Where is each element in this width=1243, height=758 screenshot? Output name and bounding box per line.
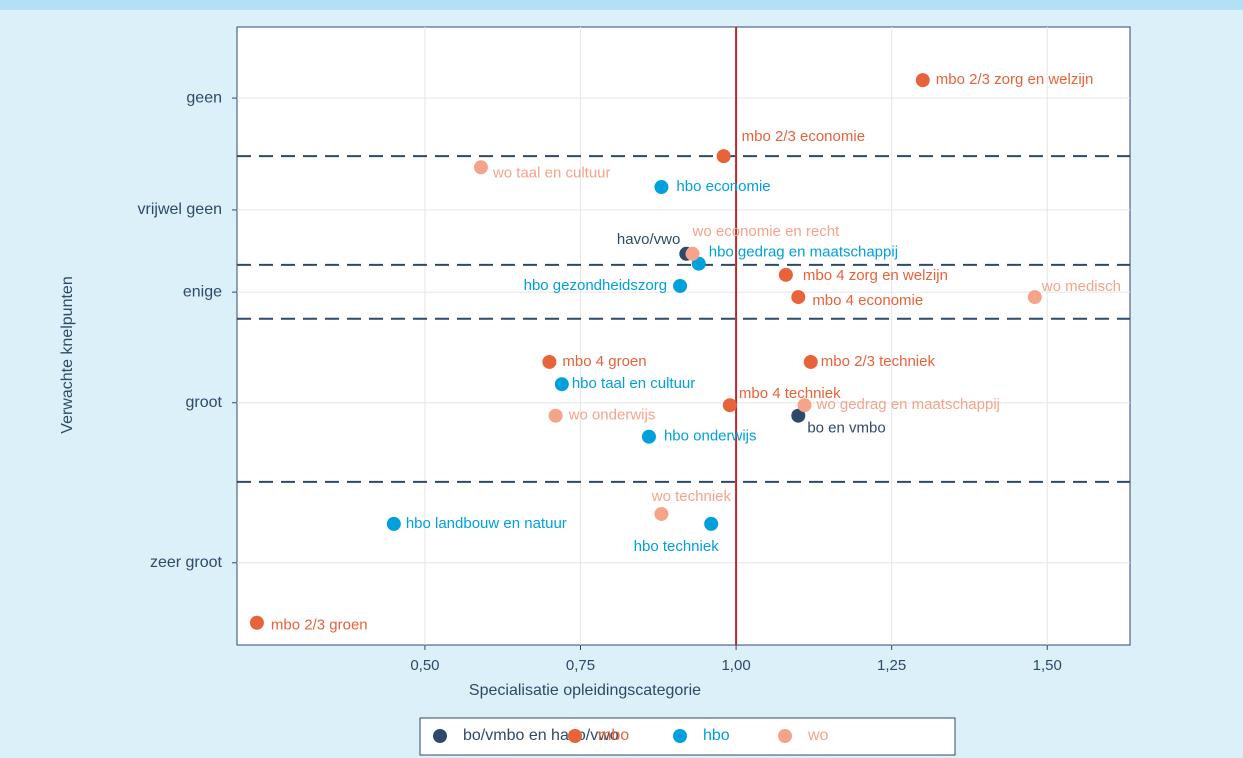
point [722, 398, 737, 413]
point [797, 398, 812, 413]
y-tick-label: vrijwel geen [138, 201, 222, 218]
y-axis-label: Verwachte knelpunten [59, 276, 76, 433]
y-tick-label: groot [186, 394, 223, 411]
point-label: hbo landbouw en natuur [406, 515, 567, 532]
point [915, 73, 930, 88]
legend-label: bo/vmbo en havo/vwo [463, 727, 619, 744]
point-label: mbo 2/3 economie [742, 128, 865, 145]
point [685, 246, 700, 261]
point-label: mbo 4 groen [562, 353, 646, 370]
y-tick-label: zeer groot [150, 554, 223, 571]
point [778, 267, 793, 282]
point-label: mbo 2/3 groen [271, 617, 368, 634]
point [716, 149, 731, 164]
x-axis-label: Specialisatie opleidingscategorie [469, 682, 701, 699]
point [249, 615, 264, 630]
point [1027, 290, 1042, 305]
point [654, 180, 669, 195]
point-label: hbo economie [676, 178, 770, 195]
x-tick-label: 0,50 [410, 657, 439, 674]
point-label: wo medisch [1041, 278, 1121, 295]
point-label: wo economie en recht [692, 223, 841, 240]
point-label: wo gedrag en maatschappij [816, 396, 1000, 413]
point-label: wo techniek [651, 488, 732, 505]
legend-label: wo [807, 727, 829, 744]
point-label: hbo onderwijs [664, 428, 757, 445]
point-label: bo en vmbo [807, 420, 885, 437]
point [654, 506, 669, 521]
point [791, 290, 806, 305]
point [803, 354, 818, 369]
legend-box [419, 717, 956, 756]
point-label: hbo taal en cultuur [572, 375, 695, 392]
legend-marker [673, 729, 687, 743]
point-label: havo/vwo [617, 231, 680, 248]
legend-marker [433, 729, 447, 743]
top-band [0, 0, 1243, 10]
legend-label: mbo [598, 727, 629, 744]
x-tick-label: 1,50 [1033, 657, 1062, 674]
x-tick-label: 1,00 [721, 657, 750, 674]
point [548, 408, 563, 423]
legend-marker [568, 729, 582, 743]
x-tick-label: 1,25 [877, 657, 906, 674]
y-tick-label: enige [183, 283, 222, 300]
point [542, 354, 557, 369]
point-label: wo taal en cultuur [492, 164, 611, 181]
point-label: hbo gedrag en maatschappij [709, 244, 898, 261]
point-label: mbo 4 techniek [739, 385, 841, 402]
point [704, 516, 719, 531]
point [473, 160, 488, 175]
plot-area [236, 26, 1131, 646]
y-tick-label: geen [186, 89, 222, 106]
point [554, 377, 569, 392]
legend-label: hbo [703, 727, 730, 744]
legend-marker [778, 729, 792, 743]
point [641, 429, 656, 444]
point-label: wo onderwijs [568, 407, 656, 424]
point-label: mbo 4 zorg en welzijn [803, 267, 948, 284]
point-label: mbo 2/3 zorg en welzijn [936, 71, 1094, 88]
x-tick-label: 0,75 [566, 657, 595, 674]
point-label: mbo 2/3 techniek [821, 353, 936, 370]
point-label: mbo 4 economie [812, 292, 923, 309]
point-label: hbo gezondheidszorg [524, 277, 667, 294]
point-label: hbo techniek [634, 538, 720, 555]
point [791, 408, 806, 423]
point [386, 516, 401, 531]
point [673, 278, 688, 293]
